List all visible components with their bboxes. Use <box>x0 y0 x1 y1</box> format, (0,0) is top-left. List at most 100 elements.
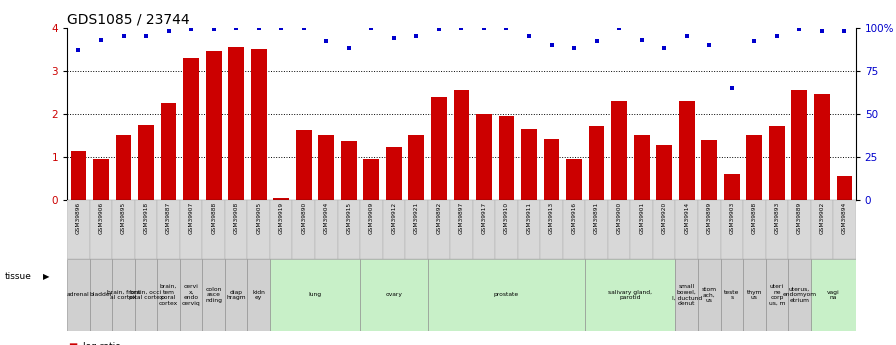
Bar <box>318 136 334 200</box>
Bar <box>228 47 244 200</box>
Bar <box>788 259 811 331</box>
Bar <box>791 90 807 200</box>
Text: ▶: ▶ <box>43 272 49 282</box>
Bar <box>473 200 495 259</box>
Bar <box>134 259 158 331</box>
Point <box>72 47 86 53</box>
Text: GSM39897: GSM39897 <box>459 202 464 234</box>
Text: GSM39909: GSM39909 <box>369 202 374 234</box>
Text: GSM39891: GSM39891 <box>594 202 599 234</box>
Bar <box>183 58 199 200</box>
Bar <box>340 141 357 200</box>
Text: GSM39887: GSM39887 <box>166 202 171 234</box>
Bar <box>93 159 109 200</box>
Bar <box>158 200 180 259</box>
Point <box>702 42 717 48</box>
Text: GSM39913: GSM39913 <box>549 202 554 234</box>
Bar <box>720 259 743 331</box>
Bar <box>811 200 833 259</box>
Bar <box>698 259 720 331</box>
Text: ovary: ovary <box>385 293 402 297</box>
Bar <box>247 259 270 331</box>
Text: GSM39911: GSM39911 <box>527 202 531 234</box>
Point <box>432 27 446 32</box>
Bar <box>292 200 315 259</box>
Bar <box>656 145 672 200</box>
Text: log ratio: log ratio <box>83 342 121 345</box>
Bar <box>383 200 405 259</box>
Text: GSM39919: GSM39919 <box>279 202 284 234</box>
Bar <box>833 200 856 259</box>
Point <box>387 35 401 41</box>
Point <box>139 33 153 39</box>
Bar <box>134 200 158 259</box>
Text: vagi
na: vagi na <box>827 289 840 300</box>
Text: GSM39895: GSM39895 <box>121 202 126 234</box>
Bar <box>270 259 360 331</box>
Bar <box>811 259 856 331</box>
Text: GSM39921: GSM39921 <box>414 202 419 234</box>
Bar <box>698 200 720 259</box>
Bar <box>247 200 270 259</box>
Point <box>94 37 108 42</box>
Text: GSM39907: GSM39907 <box>188 202 194 234</box>
Text: GSM39920: GSM39920 <box>661 202 667 234</box>
Bar <box>296 130 312 200</box>
Bar <box>453 90 470 200</box>
Bar <box>814 95 830 200</box>
Text: GSM39889: GSM39889 <box>797 202 802 234</box>
Bar <box>450 200 473 259</box>
Bar <box>71 151 86 200</box>
Text: GSM39903: GSM39903 <box>729 202 735 234</box>
Point <box>612 25 626 30</box>
Text: GSM39899: GSM39899 <box>707 202 711 234</box>
Text: bladder: bladder <box>90 293 113 297</box>
Point <box>297 25 311 30</box>
Text: GSM39908: GSM39908 <box>234 202 238 234</box>
Text: teste
s: teste s <box>724 289 739 300</box>
Text: cervi
x,
endo
cerviq: cervi x, endo cerviq <box>182 284 201 306</box>
Text: uteri
ne
corp
us, m: uteri ne corp us, m <box>769 284 785 306</box>
Bar <box>498 116 514 200</box>
Text: adrenal: adrenal <box>67 293 90 297</box>
Bar <box>676 259 698 331</box>
Bar <box>566 159 582 200</box>
Bar <box>743 259 765 331</box>
Bar <box>607 200 631 259</box>
Point <box>319 39 333 44</box>
Bar <box>338 200 360 259</box>
Bar <box>202 259 225 331</box>
Bar <box>653 200 676 259</box>
Bar <box>544 139 559 200</box>
Bar <box>386 148 401 200</box>
Text: kidn
ey: kidn ey <box>253 289 265 300</box>
Point <box>679 33 694 39</box>
Bar <box>521 129 537 200</box>
Text: brain, occi
pital cortex: brain, occi pital cortex <box>129 289 163 300</box>
Text: GSM39901: GSM39901 <box>639 202 644 234</box>
Point <box>161 28 176 34</box>
Bar <box>702 140 717 200</box>
Point <box>837 28 851 34</box>
Text: GDS1085 / 23744: GDS1085 / 23744 <box>67 12 190 27</box>
Bar <box>431 97 447 200</box>
Bar <box>746 136 762 200</box>
Text: GSM39905: GSM39905 <box>256 202 262 234</box>
Text: GSM39910: GSM39910 <box>504 202 509 234</box>
Bar <box>180 200 202 259</box>
Bar <box>765 259 788 331</box>
Point <box>545 42 559 48</box>
Bar <box>138 125 154 200</box>
Bar <box>409 136 425 200</box>
Bar <box>611 101 627 200</box>
Point <box>184 27 198 32</box>
Bar <box>251 49 267 200</box>
Bar <box>90 200 112 259</box>
Point <box>634 37 649 42</box>
Point <box>521 33 536 39</box>
Bar <box>112 259 134 331</box>
Bar <box>360 259 427 331</box>
Text: GSM39893: GSM39893 <box>774 202 780 234</box>
Point <box>364 25 378 30</box>
Bar <box>837 176 852 200</box>
